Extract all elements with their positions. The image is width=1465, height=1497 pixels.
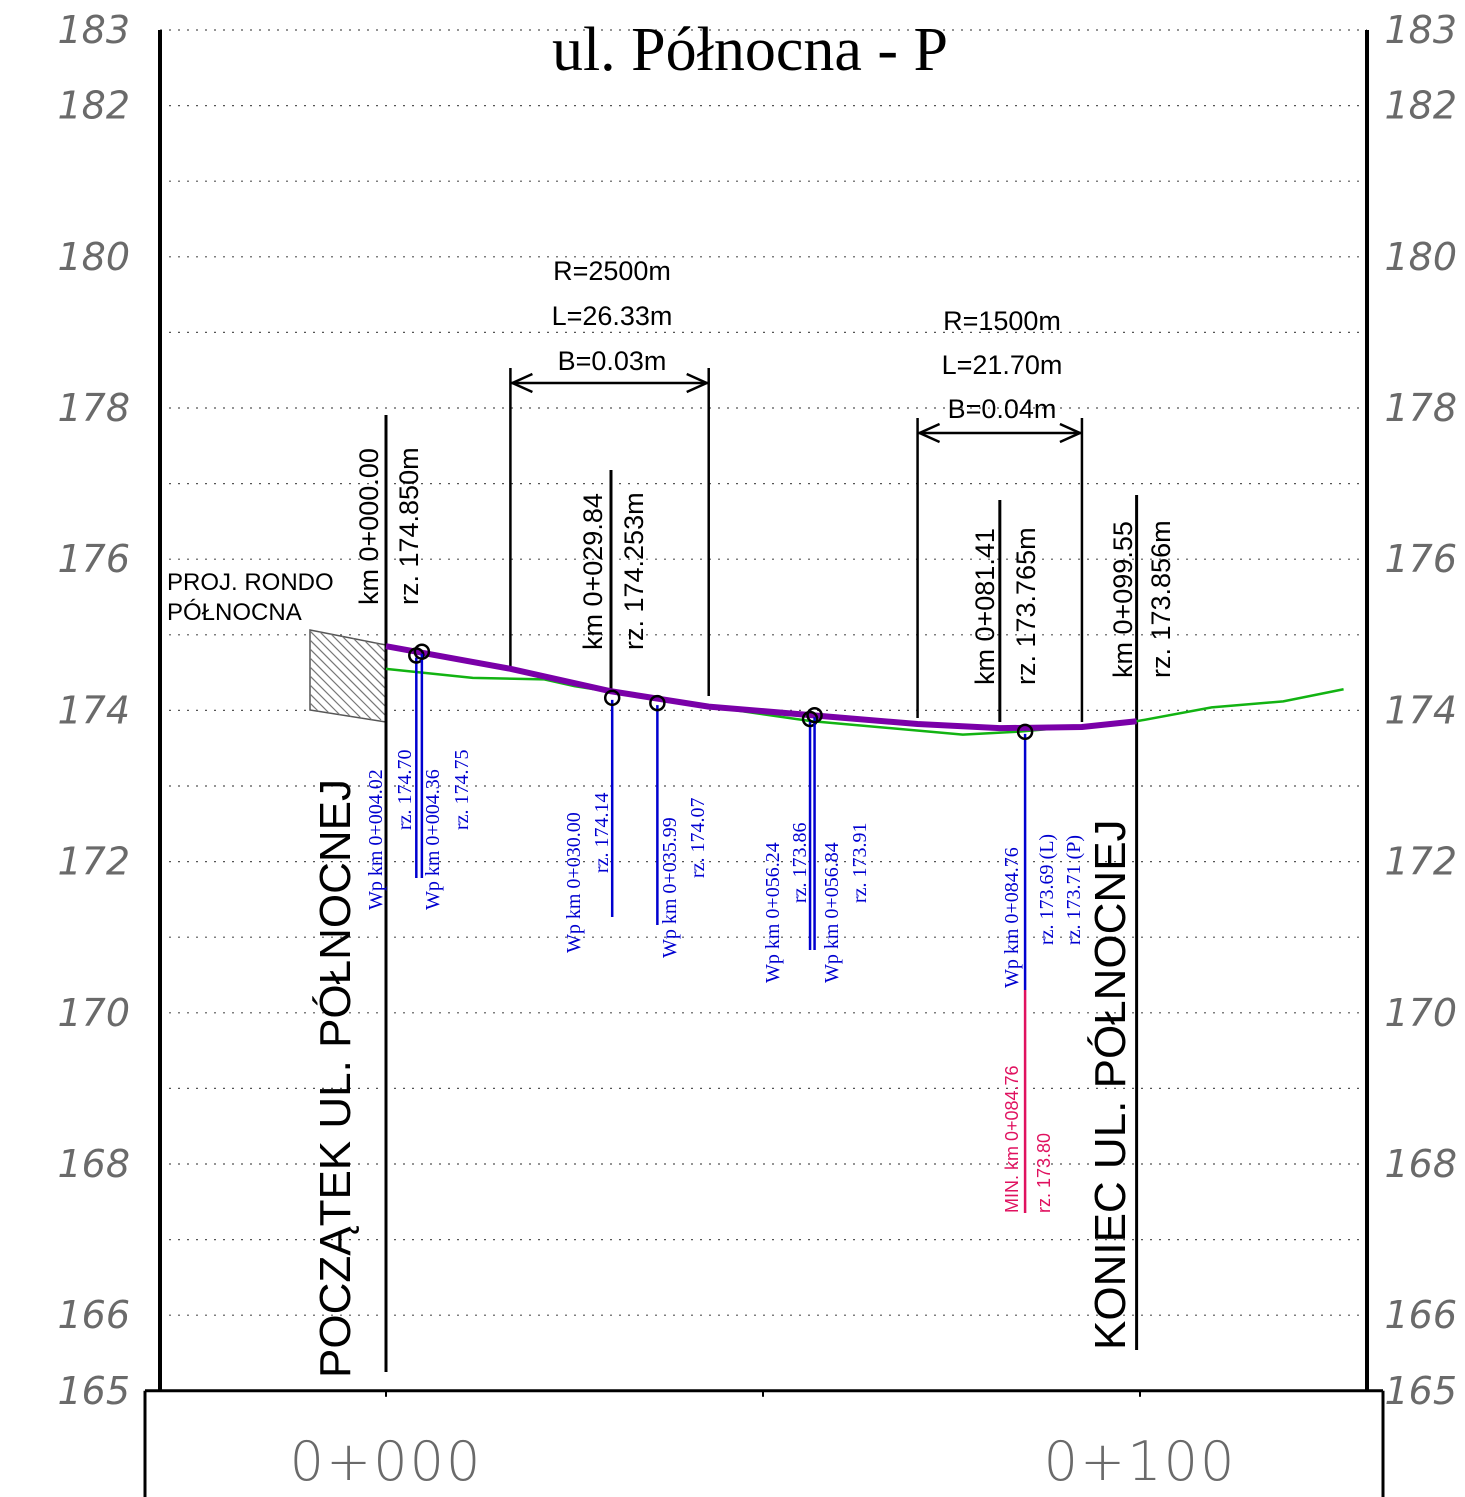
point-rz-3: rz. 173.856m bbox=[1146, 520, 1176, 678]
terrain-line bbox=[385, 667, 1344, 736]
curve2-length: L=21.70m bbox=[942, 350, 1063, 380]
wp-0-rz: rz. 174.70 bbox=[394, 749, 416, 830]
elev-label-left-166: 166 bbox=[57, 1293, 130, 1337]
well-circle-4 bbox=[801, 710, 819, 728]
wp-0-km: Wp km 0+004.02 bbox=[365, 769, 387, 910]
rondo-outline bbox=[309, 629, 387, 723]
elev-label-right-176: 176 bbox=[1384, 537, 1457, 581]
rondo-hatch-line bbox=[310, 630, 346, 721]
begin-street-label: POCZĄTEK UL. PÓŁNOCNEJ bbox=[311, 779, 360, 1378]
rondo-hatch-line bbox=[219, 630, 309, 720]
end-street-label: KONIEC UL. PÓŁNOCNEJ bbox=[1086, 819, 1135, 1350]
rondo-hatch-line bbox=[362, 630, 386, 721]
wp-6-rz-p: rz. 173.71 (P) bbox=[1063, 835, 1085, 945]
elev-label-right-174: 174 bbox=[1384, 688, 1457, 732]
point-km-2: km 0+081.41 bbox=[970, 528, 1000, 685]
rondo-hatch-line bbox=[210, 630, 300, 720]
min-point-rz: rz. 173.80 bbox=[1034, 1133, 1054, 1213]
point-km-3: km 0+099.55 bbox=[1108, 521, 1138, 678]
elev-label-left-168: 168 bbox=[57, 1142, 130, 1186]
curve-1-arrow-right bbox=[1059, 422, 1083, 444]
rondo-hatch-line bbox=[317, 630, 386, 721]
wp-1-km: Wp km 0+004.36 bbox=[422, 769, 444, 910]
elev-label-right-172: 172 bbox=[1384, 840, 1457, 884]
rondo-label-line1: PROJ. RONDO bbox=[167, 569, 334, 596]
elev-label-right-180: 180 bbox=[1384, 235, 1457, 279]
curve1-bisector: B=0.03m bbox=[558, 346, 667, 376]
rondo-hatch-line bbox=[335, 630, 386, 721]
elev-label-left-170: 170 bbox=[57, 991, 130, 1035]
elev-label-right-165: 165 bbox=[1384, 1369, 1457, 1413]
elev-label-left-178: 178 bbox=[57, 386, 130, 430]
rondo-hatch-line bbox=[326, 630, 386, 721]
point-rz-0: rz. 174.850m bbox=[394, 447, 424, 605]
elev-label-right-183: 183 bbox=[1384, 8, 1457, 52]
rondo-hatch-line bbox=[353, 630, 386, 721]
point-rz-1: rz. 174.253m bbox=[619, 492, 649, 650]
wp-2-km: Wp km 0+030.00 bbox=[563, 812, 585, 953]
annotations: 183 183 182 182 180 180 178 178 176 176 174 174 172 1… bbox=[57, 8, 1457, 1413]
wp-4-rz: rz. 173.86 bbox=[789, 822, 811, 903]
curve-1-arrow-left bbox=[916, 422, 941, 444]
elev-label-left-165: 165 bbox=[57, 1369, 130, 1413]
elev-label-right-168: 168 bbox=[1384, 1142, 1457, 1186]
elev-label-left-180: 180 bbox=[57, 235, 130, 279]
well-circle-3 bbox=[649, 694, 666, 712]
rondo-hatch-line bbox=[380, 630, 386, 721]
rondo-hatch-line bbox=[310, 630, 328, 721]
rondo-hatch-line bbox=[310, 630, 386, 721]
wp-3-rz: rz. 174.07 bbox=[687, 797, 709, 878]
point-km-0: km 0+000.00 bbox=[354, 448, 384, 605]
station-label-0: 0+000 bbox=[290, 1430, 483, 1493]
rondo-hatch-line bbox=[310, 630, 319, 721]
well-circle-1 bbox=[413, 643, 431, 660]
drawing-frame bbox=[143, 30, 1385, 1497]
well-circle-6 bbox=[1016, 723, 1034, 741]
elevation-grid bbox=[160, 29, 1367, 1316]
wp-4-km: Wp km 0+056.24 bbox=[762, 842, 784, 983]
wp-6-rz-l: rz. 173.69 (L) bbox=[1036, 834, 1058, 945]
elev-label-right-170: 170 bbox=[1384, 991, 1457, 1035]
elev-label-left-174: 174 bbox=[57, 688, 130, 732]
wp-5-rz: rz. 173.91 bbox=[849, 822, 871, 903]
wp-3-km: Wp km 0+035.99 bbox=[659, 817, 681, 958]
elev-label-left-182: 182 bbox=[57, 84, 130, 128]
elev-label-left-176: 176 bbox=[57, 537, 130, 581]
curve1-radius: R=2500m bbox=[553, 256, 671, 286]
curve-0-arrow-right bbox=[686, 372, 710, 394]
design-grade-line bbox=[385, 643, 1137, 732]
rondo-hatch-line bbox=[310, 630, 337, 721]
rondo-hatch-line bbox=[344, 630, 386, 721]
point-km-1: km 0+029.84 bbox=[578, 493, 608, 650]
elev-label-right-166: 166 bbox=[1384, 1293, 1457, 1337]
rondo-hatch-line bbox=[310, 630, 364, 721]
rondo-hatch-line bbox=[310, 630, 382, 721]
wp-5-km: Wp km 0+056.84 bbox=[821, 842, 843, 983]
profile-lines bbox=[384, 368, 1344, 1372]
wp-2-rz: rz. 174.14 bbox=[591, 792, 613, 873]
elev-label-left-183: 183 bbox=[57, 8, 130, 52]
elev-label-right-178: 178 bbox=[1384, 386, 1457, 430]
rondo-hatch bbox=[210, 629, 387, 723]
station-label-100: 0+100 bbox=[1044, 1430, 1237, 1493]
elev-label-left-172: 172 bbox=[57, 840, 130, 884]
well-circle-5 bbox=[806, 706, 823, 724]
well-circle-2 bbox=[603, 689, 621, 707]
well-markers bbox=[408, 643, 1034, 1213]
curve1-length: L=26.33m bbox=[552, 301, 673, 331]
elev-label-right-182: 182 bbox=[1384, 84, 1457, 128]
min-point-km: MIN. km 0+084.76 bbox=[1002, 1065, 1022, 1213]
rondo-hatch-line bbox=[310, 630, 373, 721]
rondo-hatch-line bbox=[310, 630, 355, 721]
curve-0-arrow-left bbox=[509, 372, 533, 394]
rondo-label-line2: PÓŁNOCNA bbox=[167, 599, 302, 626]
curve2-bisector: B=0.04m bbox=[948, 394, 1057, 424]
rondo-hatch-line bbox=[310, 630, 386, 721]
wp-6-km: Wp km 0+084.76 bbox=[1001, 847, 1023, 988]
curve2-radius: R=1500m bbox=[943, 306, 1061, 336]
point-rz-2: rz. 173.765m bbox=[1011, 527, 1041, 685]
wp-1-rz: rz. 174.75 bbox=[451, 749, 473, 830]
drawing-title: ul. Północna - P bbox=[552, 16, 948, 84]
